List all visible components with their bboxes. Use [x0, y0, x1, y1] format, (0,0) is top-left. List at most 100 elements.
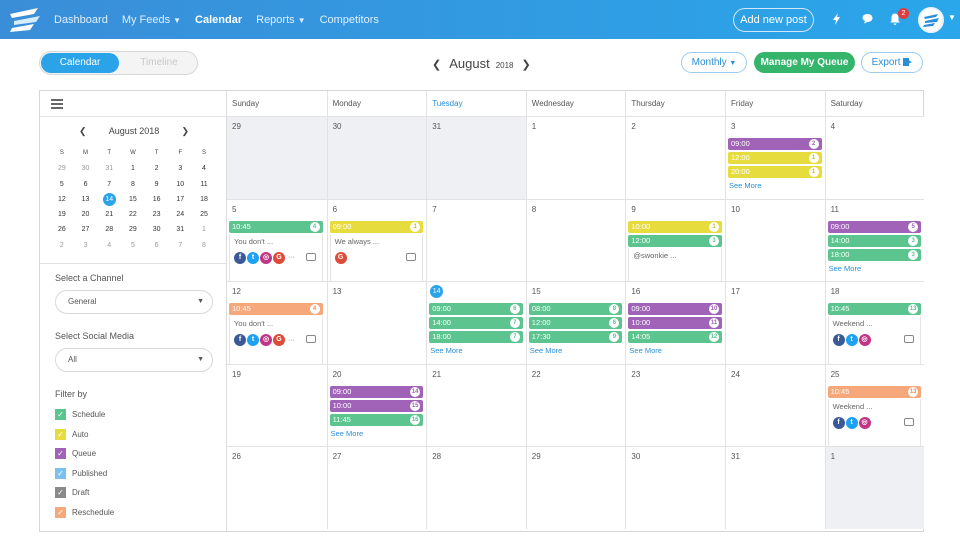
post-event[interactable]: 14:05 12 [628, 331, 722, 344]
mini-day[interactable]: 18 [200, 195, 208, 203]
calendar-day-cell[interactable]: 23 [625, 363, 725, 447]
manage-queue-button[interactable]: Manage My Queue [754, 52, 855, 73]
calendar-day-cell[interactable]: 8 [525, 198, 626, 282]
post-event[interactable]: 10:45 4 [229, 303, 323, 316]
mini-day[interactable]: 25 [200, 211, 208, 219]
calendar-day-cell[interactable]: 1 [824, 446, 925, 529]
camera-icon[interactable] [904, 335, 915, 344]
mini-day[interactable]: 12 [57, 195, 66, 203]
filter-published[interactable]: ✓ Published [55, 467, 107, 479]
mini-day[interactable]: 10 [176, 180, 185, 188]
calendar-day-cell[interactable]: 26 [227, 446, 327, 529]
checkbox-check-icon[interactable]: ✓ [55, 487, 66, 499]
nav-dashboard[interactable]: Dashboard [54, 13, 108, 26]
see-more-link[interactable]: See More [529, 346, 563, 356]
mini-prev-chevron-icon[interactable]: ❮ [79, 126, 87, 136]
calendar-day-cell[interactable]: 17 [725, 281, 825, 364]
mini-day[interactable]: 11 [200, 180, 208, 188]
calendar-day-cell[interactable]: 22 [525, 363, 626, 447]
checkbox-check-icon[interactable]: ✓ [55, 467, 66, 479]
filter-reschedule[interactable]: ✓ Reschedule [55, 507, 114, 518]
post-event[interactable]: 10:45 13 [827, 385, 922, 398]
mini-day[interactable]: 28 [105, 226, 114, 234]
nav-calendar[interactable]: Calendar [195, 13, 243, 26]
toggle-calendar[interactable]: Calendar [41, 53, 119, 73]
post-event[interactable]: 14:00 7 [429, 317, 523, 330]
mini-day[interactable]: 30 [81, 165, 90, 173]
filter-queue[interactable]: ✓ Queue [55, 448, 96, 460]
filter-schedule[interactable]: ✓ Schedule [55, 409, 105, 420]
filter-auto[interactable]: ✓ Auto [55, 428, 88, 440]
calendar-day-cell[interactable]: 16 09:00 10 10:00 11 14:05 12 See More [625, 281, 725, 364]
post-event[interactable]: 18:00 7 [429, 331, 523, 344]
post-event[interactable]: 09:00 2 [728, 138, 822, 150]
mini-day[interactable]: 5 [59, 180, 64, 188]
nav-reports[interactable]: Reports ▼ [256, 14, 305, 26]
mini-day[interactable]: 6 [154, 241, 159, 249]
mini-day[interactable]: 1 [130, 165, 135, 173]
post-event[interactable]: 09:00 10 [628, 303, 722, 316]
calendar-day-cell[interactable]: 29 [525, 446, 626, 529]
camera-icon[interactable] [904, 417, 915, 426]
mini-day[interactable]: 8 [130, 180, 135, 188]
checkbox-check-icon[interactable]: ✓ [55, 428, 66, 440]
mini-day[interactable]: 21 [105, 211, 114, 219]
camera-icon[interactable] [406, 252, 417, 261]
camera-icon[interactable] [305, 335, 316, 344]
avatar-caret-down-icon[interactable]: ▼ [948, 13, 956, 22]
mini-day[interactable]: 3 [83, 241, 88, 249]
calendar-day-cell[interactable]: 15 08:00 8 12:00 6 17:30 9 See More [525, 281, 626, 364]
calendar-day-cell[interactable]: 14 09:00 6 14:00 7 18:00 7 See More [426, 281, 526, 364]
post-preview-card[interactable]: You don't ... f t ◎ G ··· [229, 316, 323, 367]
bell-icon[interactable] [890, 13, 900, 25]
post-event[interactable]: 12:00 6 [528, 317, 623, 330]
post-preview-card[interactable]: Weekend ... f t ◎ [827, 316, 922, 367]
calendar-day-cell[interactable]: 13 [326, 281, 427, 364]
calendar-day-cell[interactable]: 3 09:00 2 12:00 1 20:00 1 See More [725, 116, 825, 199]
mini-day[interactable]: 22 [129, 211, 137, 219]
checkbox-check-icon[interactable]: ✓ [55, 409, 66, 420]
post-event[interactable]: 12:00 3 [628, 234, 722, 247]
mini-day[interactable]: 24 [176, 211, 185, 219]
post-event[interactable]: 12:00 1 [728, 152, 822, 164]
post-event[interactable]: 09:00 5 [827, 220, 922, 233]
calendar-day-cell[interactable]: 7 [426, 198, 526, 282]
checkbox-check-icon[interactable]: ✓ [55, 507, 66, 518]
calendar-day-cell[interactable]: 18 10:45 13 Weekend ... f t ◎ [824, 281, 925, 367]
mini-day[interactable]: 1 [202, 226, 206, 234]
mini-day[interactable]: 16 [152, 195, 161, 203]
post-preview-card[interactable]: We always ... G [329, 233, 424, 284]
post-event[interactable]: 09:00 6 [429, 303, 523, 316]
see-more-link[interactable]: See More [430, 346, 463, 356]
mini-day[interactable]: 29 [57, 165, 66, 173]
calendar-day-cell[interactable]: 19 [227, 363, 327, 447]
mini-day[interactable]: 2 [154, 165, 159, 173]
calendar-day-cell[interactable]: 30 [625, 446, 725, 529]
calendar-day-cell[interactable]: 31 [426, 116, 526, 199]
calendar-day-cell[interactable]: 27 [326, 446, 427, 529]
post-event[interactable]: 09:00 1 [329, 220, 424, 233]
mini-day[interactable]: 29 [129, 226, 137, 234]
social-media-select[interactable]: All ▼ [55, 348, 213, 372]
calendar-day-cell[interactable]: 1 [525, 116, 626, 199]
user-avatar[interactable] [918, 7, 944, 33]
mini-day[interactable]: 17 [176, 195, 185, 203]
see-more-link[interactable]: See More [828, 263, 862, 273]
see-more-link[interactable]: See More [629, 346, 662, 356]
chat-icon[interactable] [862, 13, 873, 24]
calendar-day-cell[interactable]: 24 [725, 363, 825, 447]
calendar-day-cell[interactable]: 28 [426, 446, 526, 529]
calendar-day-cell[interactable]: 20 09:00 14 10:00 15 11:45 16 See More [326, 363, 427, 447]
post-event[interactable]: 09:00 14 [329, 385, 424, 398]
mini-day[interactable]: 20 [81, 211, 90, 219]
next-month-chevron-icon[interactable]: ❯ [521, 59, 531, 71]
nav-my-feeds[interactable]: My Feeds ▼ [122, 14, 181, 26]
calendar-day-cell[interactable]: 4 [824, 116, 925, 199]
post-event[interactable]: 10:00 1 [628, 220, 722, 233]
mini-day[interactable]: 4 [107, 241, 112, 249]
calendar-day-cell[interactable]: 2 [625, 116, 725, 199]
mini-day[interactable]: 30 [152, 226, 161, 234]
mini-day[interactable]: 4 [202, 165, 206, 173]
nav-competitors[interactable]: Competitors [319, 13, 379, 26]
mini-day[interactable]: 31 [105, 165, 114, 173]
